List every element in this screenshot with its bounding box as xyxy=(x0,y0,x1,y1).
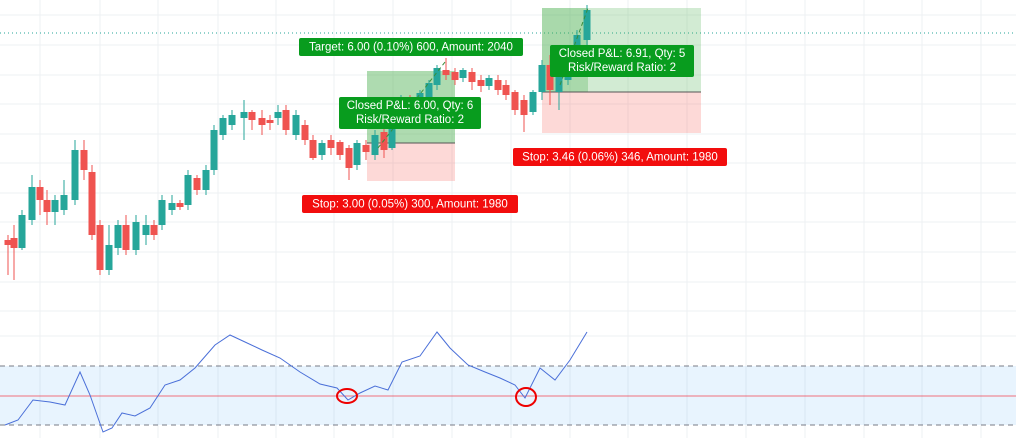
highlight-circle xyxy=(336,388,358,404)
loss-zone xyxy=(367,143,455,181)
ratio-label: Risk/Reward Ratio: 2 xyxy=(356,114,464,126)
rsi-line xyxy=(4,331,588,433)
closed-label-bg xyxy=(339,97,481,129)
stop-label: Stop: 3.00 (0.05%) 300, Amount: 1980 xyxy=(312,199,508,211)
closed-pnl-label: Closed P&L: 6.91, Qty: 5 xyxy=(559,48,686,60)
stop-label: Stop: 3.46 (0.06%) 346, Amount: 1980 xyxy=(522,152,718,164)
closed-label-bg xyxy=(550,45,694,77)
target-label-bg xyxy=(299,38,523,56)
target-label: Target: 6.00 (0.10%) 600, Amount: 2040 xyxy=(309,42,513,54)
stop-label-bg xyxy=(513,148,727,166)
stop-label-bg xyxy=(302,195,518,213)
ratio-label: Risk/Reward Ratio: 2 xyxy=(568,62,676,74)
closed-pnl-label: Closed P&L: 6.00, Qty: 6 xyxy=(347,100,474,112)
highlight-circle xyxy=(515,387,537,407)
loss-zone xyxy=(542,92,701,133)
